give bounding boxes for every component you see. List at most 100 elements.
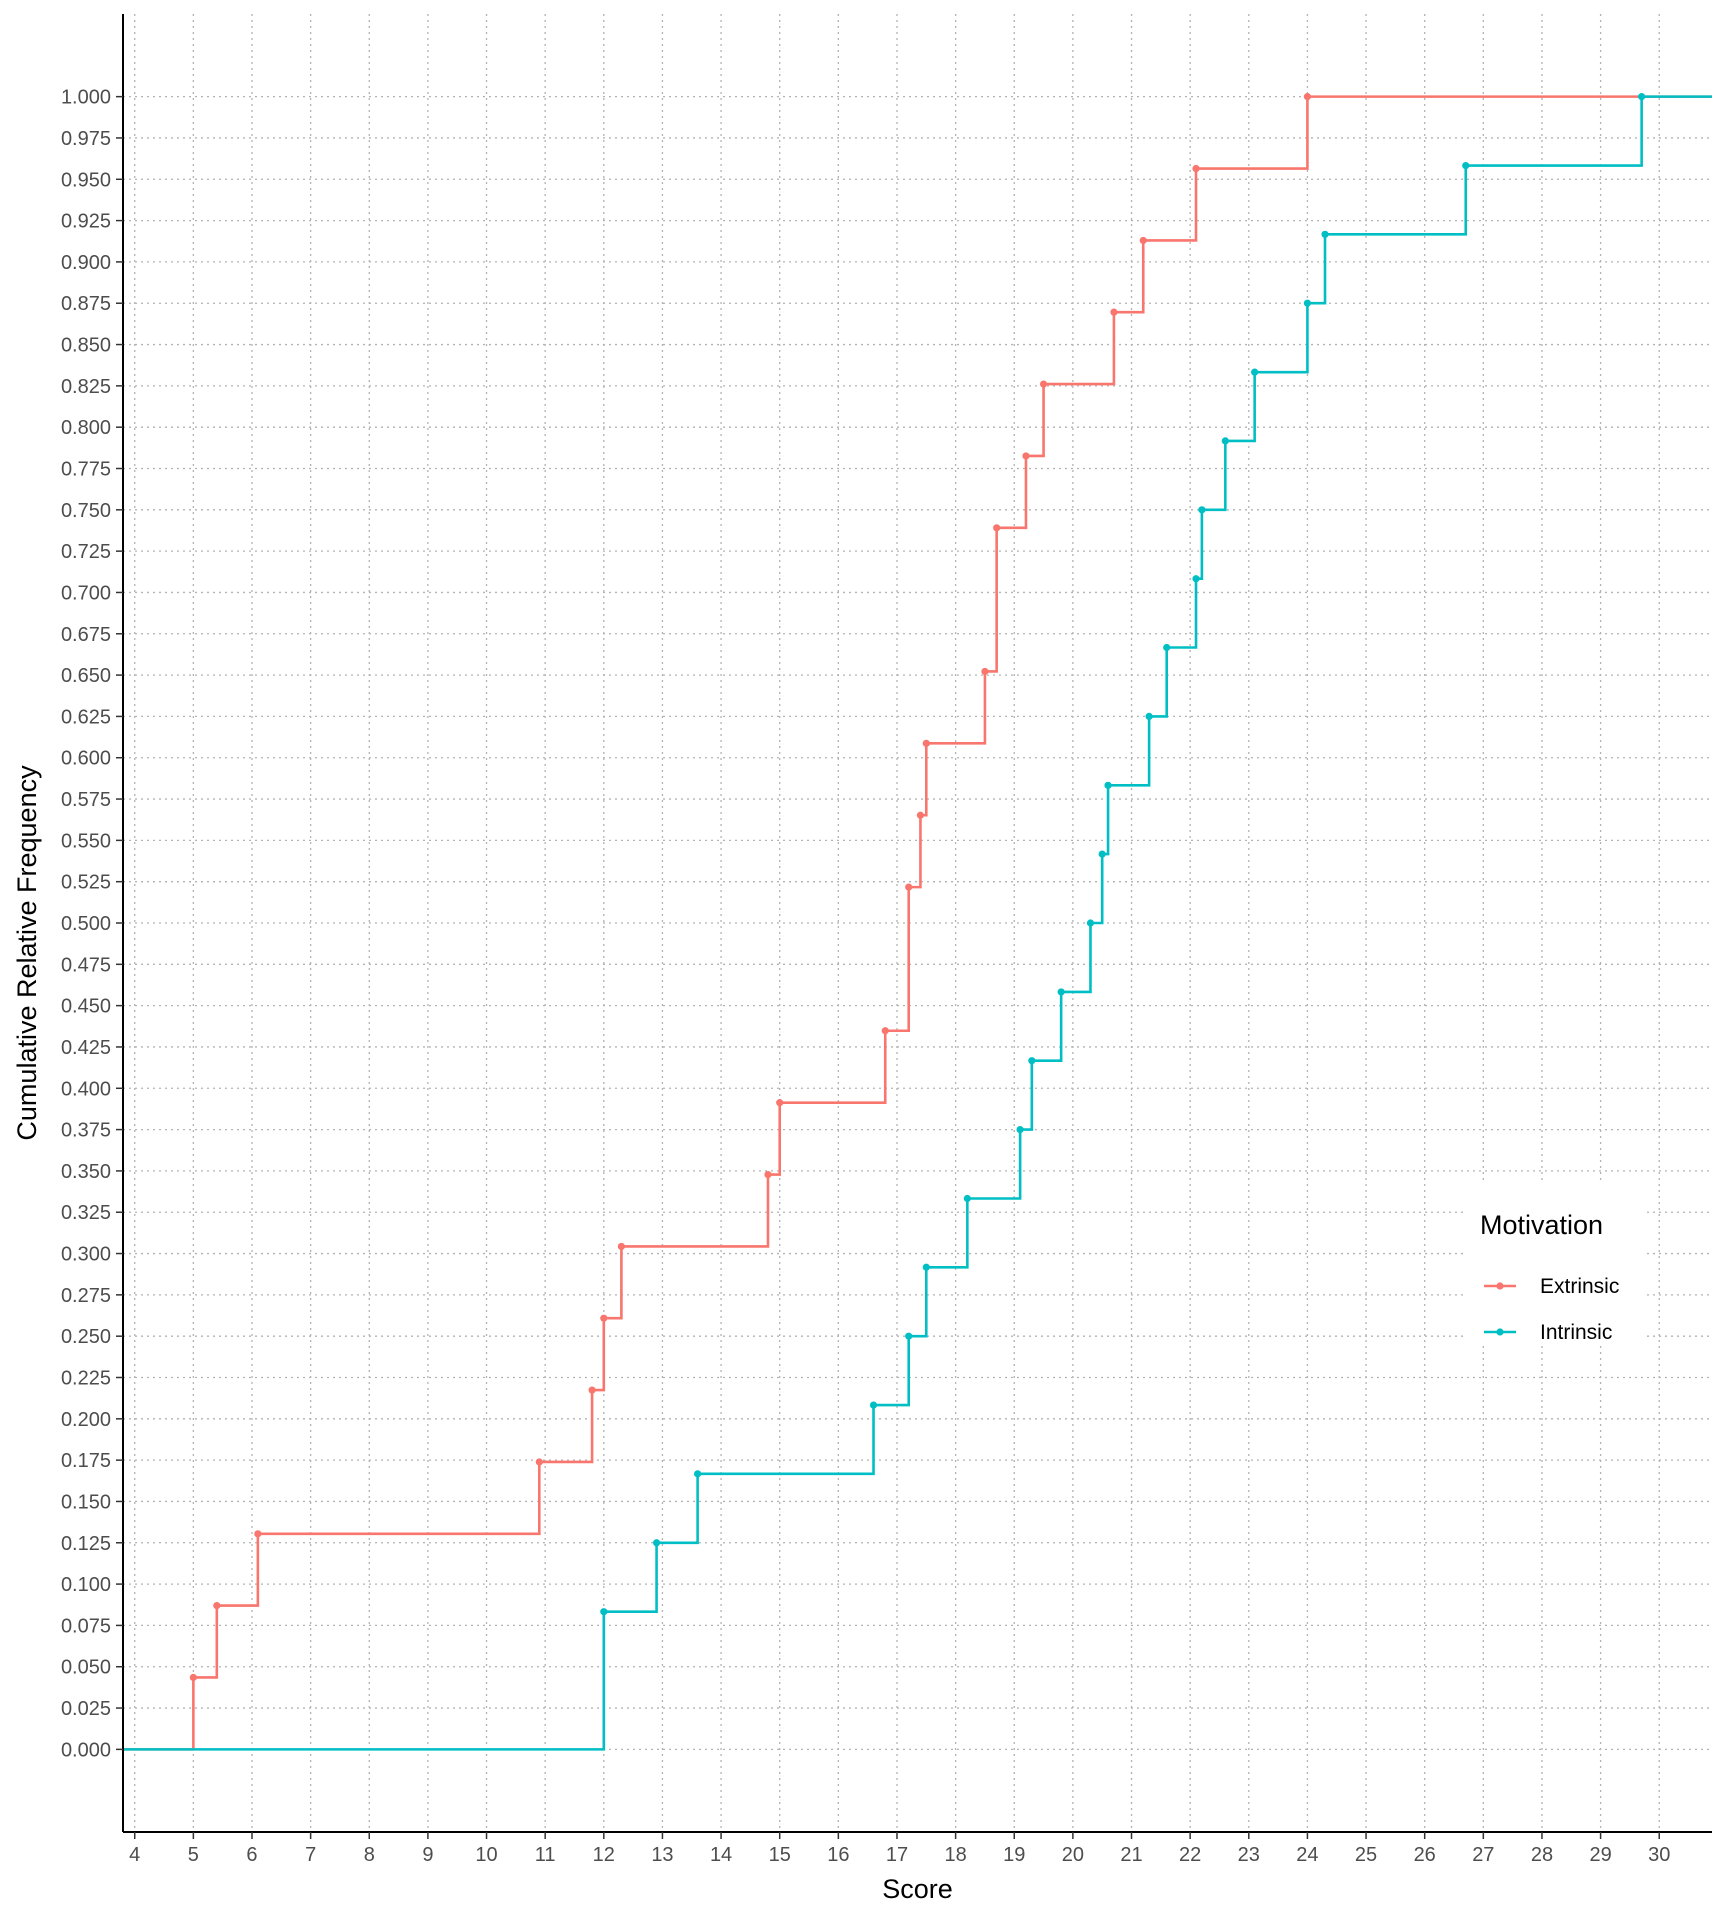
x-tick-label: 21 [1120, 1844, 1142, 1866]
data-point [652, 1539, 661, 1547]
data-point [1251, 368, 1259, 376]
legend-key-point [1496, 1328, 1504, 1336]
x-tick-label: 8 [364, 1844, 375, 1866]
y-tick-label: 0.075 [61, 1615, 111, 1637]
data-point [1139, 236, 1147, 245]
y-tick-label: 0.925 [61, 211, 111, 233]
x-tick-label: 18 [944, 1844, 966, 1866]
data-point [213, 1601, 221, 1610]
series-intrinsic [123, 93, 1712, 1751]
y-tick-label: 0.675 [61, 624, 111, 646]
legend-label: Intrinsic [1540, 1321, 1612, 1344]
y-tick-label: 0.850 [61, 335, 111, 357]
data-point [1098, 850, 1106, 858]
y-tick-label: 0.475 [61, 954, 111, 976]
data-point [600, 1608, 608, 1616]
data-point [189, 1673, 197, 1682]
data-point [600, 1314, 608, 1322]
y-tick-label: 0.500 [61, 913, 111, 935]
data-point [1163, 643, 1171, 652]
x-axis-title: Score [882, 1874, 953, 1904]
y-tick-label: 0.525 [61, 872, 111, 894]
data-point [1028, 1057, 1036, 1065]
step-line-extrinsic [123, 95, 1712, 1751]
x-tick-label: 12 [593, 1844, 615, 1866]
legend-key-point [1496, 1282, 1504, 1290]
x-tick-label: 23 [1238, 1844, 1260, 1866]
x-tick-label: 16 [827, 1844, 849, 1866]
data-point [905, 883, 913, 891]
data-point [1057, 988, 1065, 996]
y-tick-label: 0.050 [61, 1657, 111, 1679]
x-tick-label: 5 [188, 1844, 199, 1866]
y-tick-label: 0.575 [61, 789, 111, 811]
data-point [1303, 93, 1312, 101]
data-point [1198, 506, 1206, 514]
x-tick-label: 10 [475, 1844, 497, 1866]
data-point [1110, 308, 1118, 316]
x-tick-label: 29 [1589, 1844, 1611, 1866]
y-tick-label: 0.950 [61, 169, 111, 191]
y-tick-label: 0.600 [61, 748, 111, 770]
data-point [535, 1458, 543, 1466]
series-extrinsic [123, 93, 1712, 1751]
y-tick-label: 0.400 [61, 1078, 111, 1100]
data-point [1221, 437, 1229, 445]
data-point [776, 1099, 784, 1107]
data-point [1086, 919, 1095, 927]
data-point [1104, 781, 1112, 789]
y-tick-label: 0.625 [61, 706, 111, 728]
data-point [764, 1170, 772, 1179]
y-tick-label: 0.025 [61, 1698, 111, 1720]
data-point [963, 1194, 971, 1203]
y-tick-label: 1.000 [61, 87, 111, 109]
y-tick-label: 0.000 [61, 1739, 111, 1761]
data-point [617, 1242, 625, 1251]
x-tick-label: 14 [710, 1844, 732, 1866]
x-tick-label: 9 [422, 1844, 433, 1866]
data-point [1638, 93, 1646, 101]
y-tick-label: 0.150 [61, 1491, 111, 1513]
y-tick-label: 0.125 [61, 1533, 111, 1555]
y-tick-label: 0.175 [61, 1450, 111, 1472]
x-tick-label: 26 [1414, 1844, 1436, 1866]
y-tick-label: 0.900 [61, 252, 111, 274]
data-point [1039, 380, 1048, 388]
data-point [254, 1530, 262, 1538]
x-tick-label: 22 [1179, 1844, 1201, 1866]
data-point [588, 1386, 596, 1394]
y-tick-label: 0.425 [61, 1037, 111, 1059]
y-tick-label: 0.700 [61, 582, 111, 604]
step-line-intrinsic [123, 95, 1712, 1751]
x-tick-label: 27 [1472, 1844, 1494, 1866]
x-tick-label: 28 [1531, 1844, 1553, 1866]
data-point [1192, 575, 1200, 583]
data-point [881, 1027, 889, 1035]
x-tick-label: 19 [1003, 1844, 1025, 1866]
legend-title: Motivation [1480, 1210, 1603, 1240]
y-tick-label: 0.775 [61, 459, 111, 481]
y-tick-label: 0.200 [61, 1409, 111, 1431]
y-tick-label: 0.725 [61, 541, 111, 563]
data-point [1022, 452, 1030, 460]
y-axis-title: Cumulative Relative Frequency [12, 765, 42, 1141]
axes [116, 14, 1712, 1839]
data-point [694, 1470, 702, 1478]
y-tick-label: 0.275 [61, 1285, 111, 1307]
x-tick-label: 15 [769, 1844, 791, 1866]
data-point [922, 1263, 930, 1271]
data-point [1462, 161, 1470, 170]
x-tick-label: 13 [651, 1844, 673, 1866]
data-point [981, 667, 989, 676]
data-point [916, 811, 925, 819]
y-tick-label: 0.975 [61, 128, 111, 150]
legend-background [1466, 1182, 1644, 1342]
y-tick-label: 0.650 [61, 665, 111, 687]
data-point [993, 524, 1001, 532]
x-tick-label: 7 [305, 1844, 316, 1866]
x-tick-label: 30 [1648, 1844, 1670, 1866]
y-tick-label: 0.450 [61, 996, 111, 1018]
y-tick-label: 0.875 [61, 293, 111, 315]
x-tick-label: 25 [1355, 1844, 1377, 1866]
